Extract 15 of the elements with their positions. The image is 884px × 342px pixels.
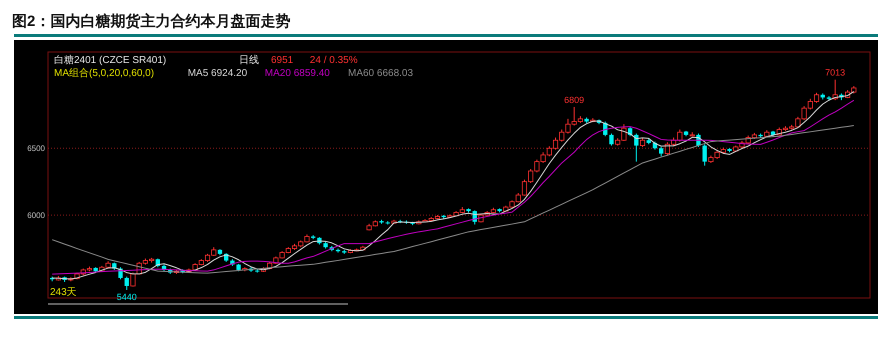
annotation: 6951 — [271, 55, 294, 66]
annotation: 24 / 0.35% — [310, 55, 358, 66]
y-tick-label: 6000 — [27, 210, 46, 220]
annotation: 日线 — [239, 54, 259, 66]
annotation: 243天 — [50, 287, 77, 298]
annotation: 6809 — [564, 94, 584, 105]
chart-title: 图2：国内白糖期货主力合约本月盘面走势 — [12, 12, 290, 30]
text: MA5 6924.20 — [188, 68, 248, 79]
annotation: MA组合(5,0,20,0,60,0) — [54, 67, 154, 79]
annotation: 7013 — [825, 68, 846, 78]
annotation: 白糖2401 (CZCE SR401) — [54, 54, 166, 66]
text: MA20 6859.40 — [264, 68, 330, 79]
text: MA60 6668.03 — [348, 68, 414, 79]
annotation: 5440 — [116, 292, 137, 302]
y-tick-label: 6500 — [27, 144, 46, 154]
